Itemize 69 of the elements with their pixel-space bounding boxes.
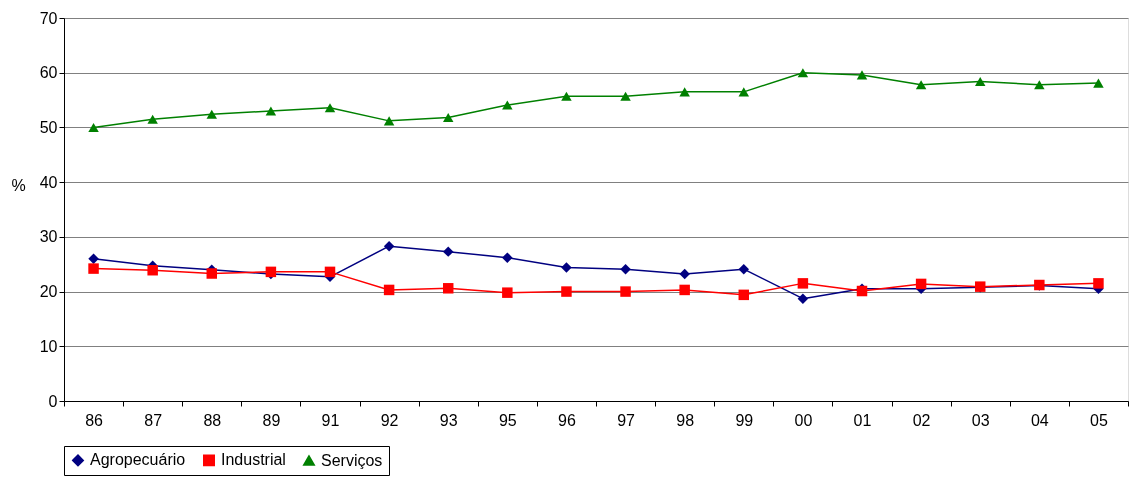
point xyxy=(442,283,454,294)
point xyxy=(915,80,927,90)
point xyxy=(1093,78,1104,88)
point xyxy=(88,122,99,132)
y-tick-label: 20 xyxy=(39,283,58,301)
x-tick-label: 05 xyxy=(1090,411,1108,429)
legend-label: Agropecuário xyxy=(90,451,186,469)
y-tick-label: 70 xyxy=(39,9,58,27)
point xyxy=(561,286,572,297)
point xyxy=(738,263,750,275)
x-tick-label: 88 xyxy=(203,411,222,429)
point xyxy=(88,263,99,274)
point xyxy=(856,70,868,80)
point xyxy=(442,246,454,257)
x-tick-label: 00 xyxy=(794,411,813,429)
point xyxy=(738,289,750,301)
point xyxy=(206,268,218,279)
point xyxy=(620,263,631,275)
x-tick-label: 97 xyxy=(617,411,636,429)
point xyxy=(797,293,809,304)
point xyxy=(502,287,513,298)
x-tick-label: 95 xyxy=(498,411,517,429)
point xyxy=(620,91,631,101)
y-tick-label: 50 xyxy=(39,118,58,136)
legend-label: Industrial xyxy=(221,451,286,469)
x-tick-label: 03 xyxy=(971,411,990,429)
point xyxy=(797,68,809,78)
x-tick-label: 91 xyxy=(321,411,340,429)
point xyxy=(324,103,336,113)
point xyxy=(442,113,454,123)
y-tick-label: 40 xyxy=(39,173,58,191)
point xyxy=(1034,80,1045,90)
x-tick-label: 96 xyxy=(558,411,576,429)
point xyxy=(383,116,395,126)
point xyxy=(147,114,158,124)
x-tick-label: 99 xyxy=(735,411,754,429)
y-tick-label: 60 xyxy=(39,64,58,82)
x-tick-label: 92 xyxy=(380,411,399,429)
x-tick-label: 02 xyxy=(912,411,931,429)
point xyxy=(502,252,513,263)
point xyxy=(324,266,336,278)
point xyxy=(502,100,513,110)
x-tick-label: 89 xyxy=(262,411,281,429)
point xyxy=(679,284,690,296)
y-axis-title: % xyxy=(11,176,26,194)
y-tick-label: 10 xyxy=(39,337,58,355)
point xyxy=(561,91,572,101)
x-tick-label: 01 xyxy=(853,411,872,429)
x-tick-label: 04 xyxy=(1030,411,1049,429)
legend-label: Serviços xyxy=(321,451,383,469)
y-tick-label: 0 xyxy=(48,392,58,410)
point xyxy=(88,253,99,264)
point xyxy=(561,262,572,273)
point xyxy=(147,264,158,276)
point xyxy=(974,76,986,87)
point xyxy=(383,284,395,296)
point xyxy=(797,278,809,289)
point xyxy=(383,240,395,252)
point xyxy=(915,278,927,290)
x-tick-label: 86 xyxy=(85,411,104,429)
x-tick-label: 87 xyxy=(144,411,163,429)
point xyxy=(206,109,218,119)
point xyxy=(265,106,277,116)
y-tick-label: 30 xyxy=(39,228,58,246)
point xyxy=(679,268,690,280)
point xyxy=(620,286,631,297)
point xyxy=(1093,278,1104,289)
x-tick-label: 93 xyxy=(439,411,458,429)
x-tick-label: 98 xyxy=(676,411,695,429)
